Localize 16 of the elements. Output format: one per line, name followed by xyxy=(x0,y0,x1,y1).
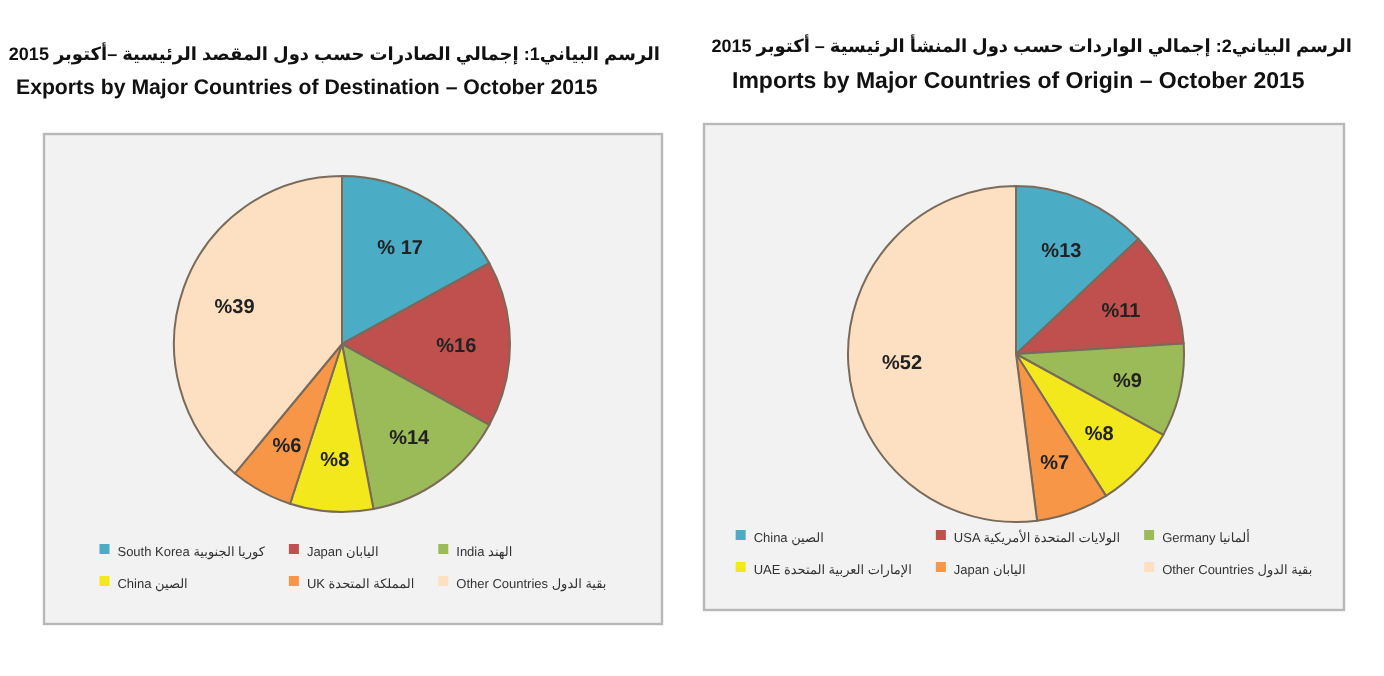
chart-title: الرسم البياني1: إجمالي الصادرات حسب دول المقصد الرئيسية –أكتوبر 2015 xyxy=(8,42,660,66)
data-label: %11 xyxy=(1101,300,1142,323)
data-label: % 17 xyxy=(377,237,424,260)
chart-subtitle: Imports by Major Countries of Origin – October 2015 xyxy=(732,70,1306,94)
data-label: %9 xyxy=(1113,370,1143,393)
data-label: %7 xyxy=(1040,453,1071,476)
data-label: %52 xyxy=(881,353,923,376)
chart-title: الرسم البياني2: إجمالي الواردات حسب دول المنشأ الرئيسية – أكتوبر 2015 xyxy=(711,34,1352,58)
data-label: %8 xyxy=(320,450,351,473)
data-label: %14 xyxy=(389,428,431,451)
data-label: %13 xyxy=(1041,241,1083,264)
data-label: %39 xyxy=(214,297,256,320)
chart-subtitle: Exports by Major Countries of Destination – October 2015 xyxy=(16,76,598,100)
data-label: %8 xyxy=(1084,424,1115,447)
data-label: %6 xyxy=(272,436,303,459)
data-label: %16 xyxy=(436,336,478,358)
